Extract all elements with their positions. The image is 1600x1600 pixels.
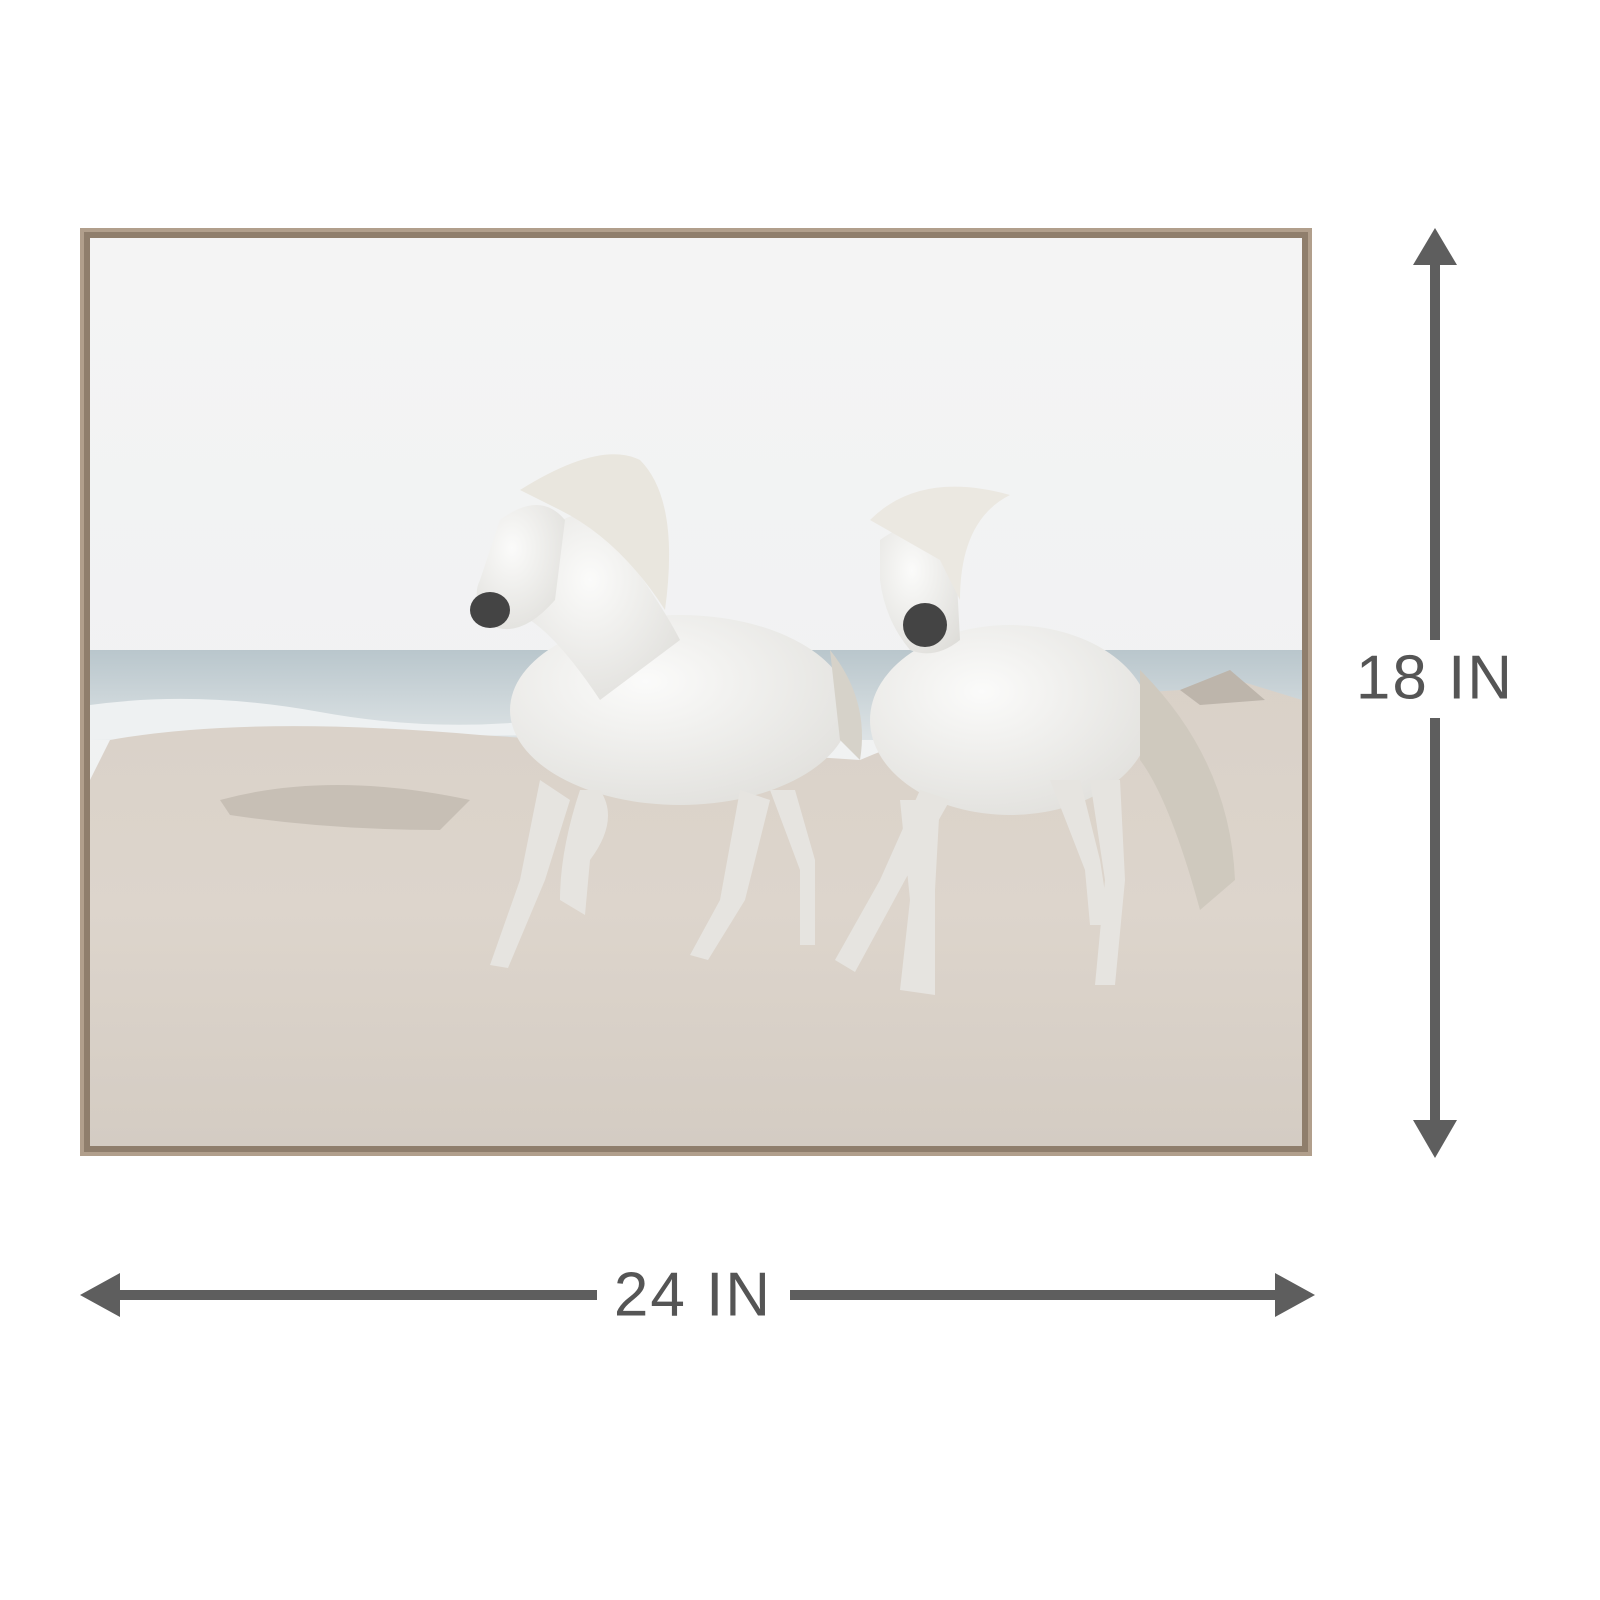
width-arrow <box>80 1273 1315 1317</box>
height-arrow <box>1413 228 1457 1158</box>
height-label: 18 IN <box>1356 643 1514 712</box>
width-label: 24 IN <box>614 1260 772 1329</box>
horse-left <box>470 454 862 968</box>
horse-right <box>835 486 1235 995</box>
photo <box>90 238 1302 1146</box>
